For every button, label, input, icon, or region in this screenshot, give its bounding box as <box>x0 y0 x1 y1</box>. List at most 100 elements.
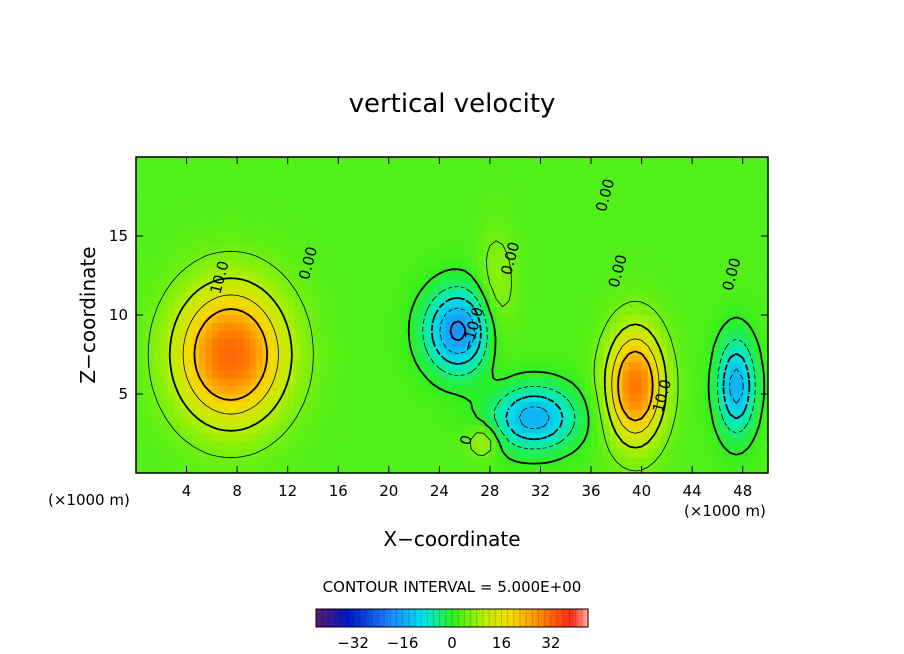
heatmap-cell <box>414 228 421 237</box>
heatmap-cell <box>180 299 188 308</box>
heatmap-cell <box>338 172 346 182</box>
heatmap-cell <box>584 283 592 292</box>
heatmap-cell <box>268 417 276 427</box>
heatmap-cell <box>508 457 516 466</box>
heatmap-cell <box>616 417 624 427</box>
heatmap-cell <box>704 307 712 316</box>
heatmap-cell <box>256 291 263 300</box>
heatmap-cell <box>692 259 700 269</box>
heatmap-cell <box>635 259 643 269</box>
heatmap-cell <box>142 157 150 166</box>
heatmap-cell <box>300 354 308 363</box>
heatmap-cell <box>591 425 598 435</box>
heatmap-cell <box>224 267 232 277</box>
heatmap-cell <box>401 378 409 387</box>
heatmap-cell <box>154 330 162 340</box>
heatmap-cell <box>610 322 617 332</box>
heatmap-cell <box>736 307 744 316</box>
heatmap-cell <box>470 322 478 332</box>
heatmap-cell <box>730 251 737 261</box>
heatmap-cell <box>692 283 700 292</box>
heatmap-cell <box>388 164 396 174</box>
heatmap-cell <box>294 378 301 387</box>
heatmap-cell <box>584 220 592 229</box>
heatmap-cell <box>439 157 447 166</box>
heatmap-cell <box>628 433 636 442</box>
heatmap-cell <box>350 299 358 308</box>
heatmap-cell <box>692 378 700 387</box>
heatmap-cell <box>230 204 238 213</box>
heatmap-cell <box>464 354 472 363</box>
heatmap-cell <box>420 299 428 308</box>
heatmap-cell <box>660 338 668 348</box>
heatmap-cell <box>300 228 308 237</box>
heatmap-cell <box>325 346 333 356</box>
heatmap-cell <box>717 188 725 198</box>
heatmap-cell <box>211 204 219 213</box>
heatmap-cell <box>597 315 605 324</box>
heatmap-cell <box>306 354 314 363</box>
heatmap-cell <box>344 212 352 221</box>
heatmap-cell <box>180 465 188 473</box>
heatmap-cell <box>243 417 251 427</box>
heatmap-cell <box>723 370 731 379</box>
heatmap-cell <box>211 346 219 356</box>
heatmap-cell <box>312 259 320 269</box>
heatmap-cell <box>470 204 478 213</box>
heatmap-cell <box>622 315 630 324</box>
heatmap-cell <box>249 283 257 292</box>
heatmap-cell <box>647 188 655 198</box>
heatmap-cell <box>452 307 459 316</box>
heatmap-cell <box>136 409 143 419</box>
heatmap-cell <box>338 370 346 379</box>
heatmap-cell <box>338 315 346 324</box>
heatmap-cell <box>414 409 421 419</box>
heatmap-cell <box>281 457 289 466</box>
heatmap-cell <box>502 204 510 213</box>
heatmap-cell <box>376 204 384 213</box>
heatmap-cell <box>654 465 662 473</box>
heatmap-cell <box>262 228 270 237</box>
heatmap-cell <box>388 441 396 450</box>
heatmap-cell <box>572 433 579 442</box>
heatmap-cell <box>584 362 592 371</box>
heatmap-cell <box>325 441 333 450</box>
heatmap-cell <box>470 433 478 442</box>
heatmap-cell <box>350 188 358 198</box>
heatmap-cell <box>407 243 415 253</box>
heatmap-cell <box>192 378 200 387</box>
heatmap-cell <box>635 465 643 473</box>
heatmap-cell <box>306 338 314 348</box>
heatmap-cell <box>723 164 731 174</box>
heatmap-cell <box>654 315 662 324</box>
heatmap-cell <box>154 425 162 435</box>
heatmap-cell <box>736 401 744 411</box>
heatmap-cell <box>578 283 586 292</box>
heatmap-cell <box>192 220 200 229</box>
heatmap-cell <box>458 204 466 213</box>
heatmap-cell <box>610 251 617 261</box>
heatmap-cell <box>477 362 485 371</box>
heatmap-cell <box>142 346 150 356</box>
heatmap-cell <box>489 346 497 356</box>
heatmap-cell <box>173 275 181 284</box>
heatmap-cell <box>603 275 611 284</box>
heatmap-cell <box>262 243 270 253</box>
heatmap-cell <box>388 322 396 332</box>
heatmap-cell <box>262 220 270 229</box>
heatmap-cell <box>698 157 706 166</box>
heatmap-cell <box>230 212 238 221</box>
heatmap-cell <box>521 307 529 316</box>
heatmap-cell <box>312 457 320 466</box>
heatmap-cell <box>205 362 213 371</box>
heatmap-cell <box>717 243 725 253</box>
heatmap-cell <box>344 346 352 356</box>
heatmap-cell <box>268 291 276 300</box>
heatmap-cell <box>180 394 188 403</box>
heatmap-cell <box>401 220 409 229</box>
heatmap-cell <box>382 299 390 308</box>
heatmap-cell <box>723 275 731 284</box>
heatmap-cell <box>578 401 586 411</box>
heatmap-cell <box>211 243 219 253</box>
heatmap-cell <box>647 172 655 182</box>
